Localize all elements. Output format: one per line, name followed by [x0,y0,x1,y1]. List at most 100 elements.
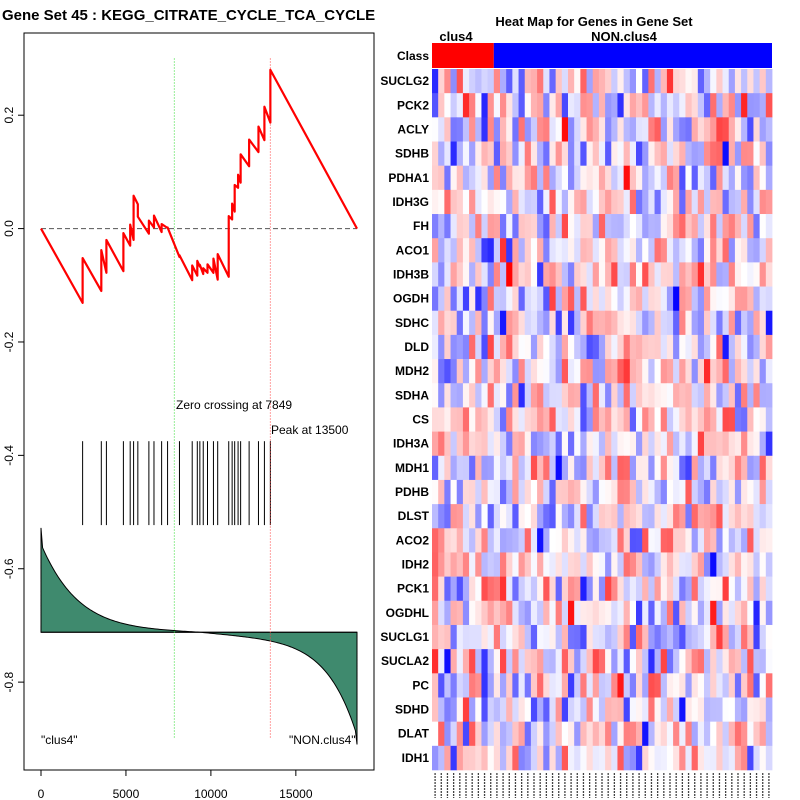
heatmap-cell [753,552,761,577]
heatmap-cell [722,214,730,239]
heatmap-cell [580,189,587,215]
heatmap-cell [697,479,705,505]
heatmap-cell [617,552,625,577]
heatmap-cell [481,576,489,602]
heatmap-cell [629,117,637,142]
plot-frame [23,32,375,771]
heatmap-cell [623,359,631,384]
heatmap-cell [623,238,631,263]
heatmap-cell [580,141,587,166]
heatmap-cell [481,310,489,336]
heatmap-cell [617,721,625,747]
heatmap-cell [654,721,662,747]
heatmap-cell [555,673,563,698]
heatmap-cell [691,697,699,722]
heatmap-cell [747,600,754,626]
heatmap-cell [697,383,705,408]
heatmap-cell [679,479,686,505]
heatmap-cell [685,576,693,602]
heatmap-cell [648,576,655,602]
heatmap-cell [586,431,594,457]
heatmap-cell [456,262,464,287]
heatmap-cell [673,334,680,360]
heatmap-cell [537,165,544,191]
heatmap-cell [704,673,711,698]
heatmap-cell [617,600,625,626]
heatmap-cell [438,262,445,287]
heatmap-cell [747,286,754,312]
heatmap-cell [611,359,618,384]
heatmap-cell [469,624,476,650]
heatmap-cell [636,504,643,529]
heatmap-cell [469,334,476,360]
heatmap-cell [648,310,655,336]
heatmap-cell [444,649,451,674]
heatmap-cell [456,528,464,553]
heatmap-cell [753,334,761,360]
heatmap-cell [598,576,606,602]
heatmap-cell [765,624,773,650]
heatmap-cell [512,407,519,432]
heatmap-cell [734,383,742,408]
heatmap-cell [747,93,754,118]
heatmap-cell [598,745,606,771]
heatmap-cell [469,673,476,698]
gene-label: SDHA [395,388,429,402]
x-axis: 0 5000 10000 15000 [38,770,313,800]
heatmap-cell [679,407,686,432]
heatmap-cell [765,262,773,287]
heatmap-cell [524,189,532,215]
heatmap-cell [691,165,699,191]
heatmap-cell [462,576,470,602]
heatmap-cell [580,359,587,384]
heatmap-cell [456,334,464,360]
heatmap-cell [543,214,550,239]
heatmap-cell [728,310,736,336]
heatmap-cell [549,455,557,481]
heatmap-cell [518,504,526,529]
heatmap-cell [475,600,482,626]
heatmap-cell [704,455,711,481]
heatmap-cell [598,238,606,263]
heatmap-cell [666,262,674,287]
heatmap-cell [697,407,705,432]
heatmap-cell [605,93,612,118]
heatmap-cell [524,165,532,191]
heatmap-cell [617,455,625,481]
heatmap-cell [537,528,544,553]
heatmap-cell [487,286,495,312]
heatmap-cell [537,576,544,602]
heatmap-cell [642,721,649,747]
heatmap-cell [530,649,538,674]
heatmap-cell [568,165,575,191]
heatmap-cell [765,141,773,166]
heatmap-cell [456,69,464,94]
heatmap-cell [524,504,532,529]
heatmap-cell [518,600,526,626]
heatmap-cell [592,93,600,118]
heatmap-cell [450,189,458,215]
heatmap-cell [574,600,581,626]
heatmap-cell [592,189,600,215]
heatmap-cell [506,238,513,263]
heatmap-cell [685,359,693,384]
heatmap-cell [623,721,631,747]
heatmap-cell [753,624,761,650]
heatmap-cell [543,721,550,747]
heatmap-cell [549,238,557,263]
heatmap-cell [462,189,470,215]
heatmap-cell [506,697,513,722]
gene-label: PDHB [395,485,429,499]
heatmap-cell [518,552,526,577]
heatmap-cell [716,286,723,312]
heatmap-cell [598,649,606,674]
heatmap-cell [469,576,476,602]
heatmap-cell [636,310,643,336]
heatmap-cell [753,69,761,94]
heatmap-cell [629,697,637,722]
heatmap-cell [654,649,662,674]
heatmap-cell [722,431,730,457]
heatmap-cell [716,745,723,771]
heatmap-cell [629,310,637,336]
heatmap-cell [456,721,464,747]
